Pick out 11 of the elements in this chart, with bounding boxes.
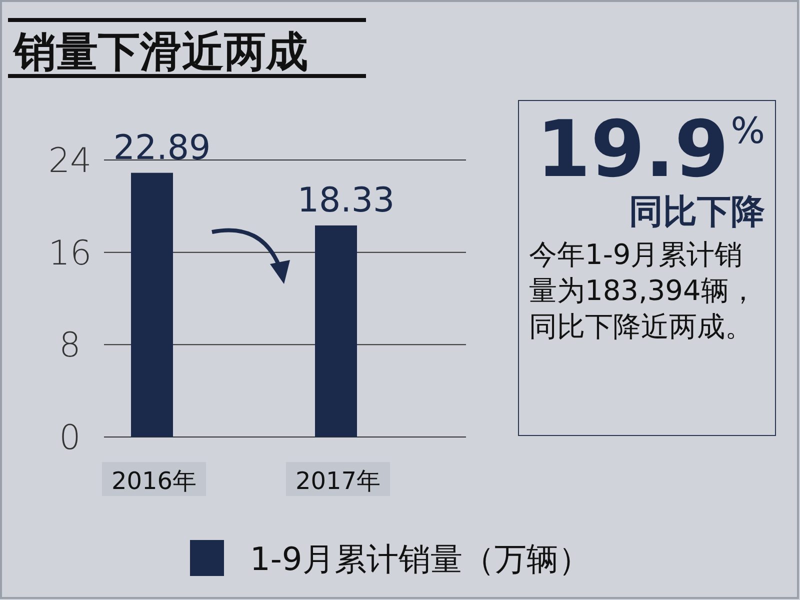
data-label: 18.33	[297, 180, 395, 220]
y-tick-label: 16	[48, 233, 92, 274]
y-tick-label: 24	[48, 141, 92, 181]
data-label: 22.89	[113, 128, 211, 168]
y-tick-label: 8	[59, 326, 81, 366]
legend-label: 1-9月累计销量（万辆）	[250, 540, 590, 578]
text: 今年1-9月累计销量为183,394辆，同比下降近两成。	[529, 237, 758, 345]
chart-title: 销量下滑近两成	[12, 27, 308, 76]
x-tick-label: 2017年	[295, 467, 381, 495]
y-tick-label: 0	[59, 418, 81, 458]
x-tick-label: 2016年	[111, 467, 197, 495]
